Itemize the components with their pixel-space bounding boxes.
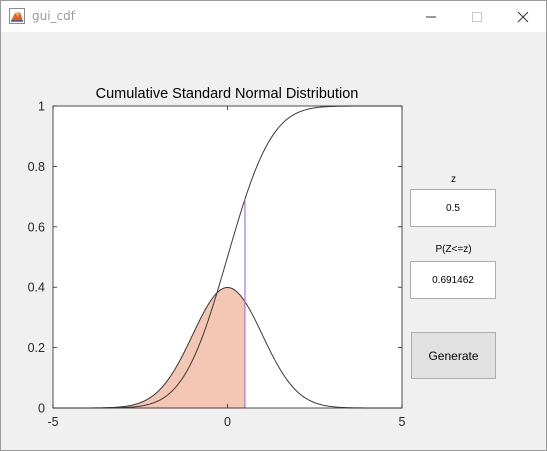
minimize-icon — [426, 16, 436, 18]
x-tick-label: 5 — [399, 415, 406, 429]
cdf-chart: Cumulative Standard Normal Distribution … — [28, 86, 406, 430]
generate-button[interactable]: Generate — [411, 332, 496, 379]
chart-title: Cumulative Standard Normal Distribution — [96, 86, 359, 102]
maximize-button[interactable] — [454, 1, 500, 32]
y-tick-label: 0.2 — [28, 341, 45, 355]
axis-ticks: -5 0 500.20.40.60.81 — [28, 100, 406, 430]
z-label: z — [451, 174, 456, 185]
probability-label: P(Z<=z) — [435, 244, 472, 255]
close-icon — [517, 11, 529, 23]
matlab-figure-icon — [9, 8, 25, 24]
maximize-icon — [472, 12, 482, 22]
close-button[interactable] — [500, 1, 546, 32]
probability-output[interactable] — [410, 261, 496, 299]
y-tick-label: 0.8 — [28, 160, 45, 174]
y-tick-label: 0.4 — [28, 281, 45, 295]
window-title: gui_cdf — [32, 9, 75, 23]
y-tick-label: 0.6 — [28, 220, 45, 234]
x-tick-label: -5 — [47, 415, 58, 429]
z-input[interactable] — [410, 189, 496, 227]
x-tick-label: 0 — [224, 415, 231, 429]
y-tick-label: 0 — [38, 402, 45, 416]
minimize-button[interactable] — [408, 1, 454, 32]
title-bar: gui_cdf — [1, 1, 546, 32]
y-tick-label: 1 — [38, 100, 45, 114]
